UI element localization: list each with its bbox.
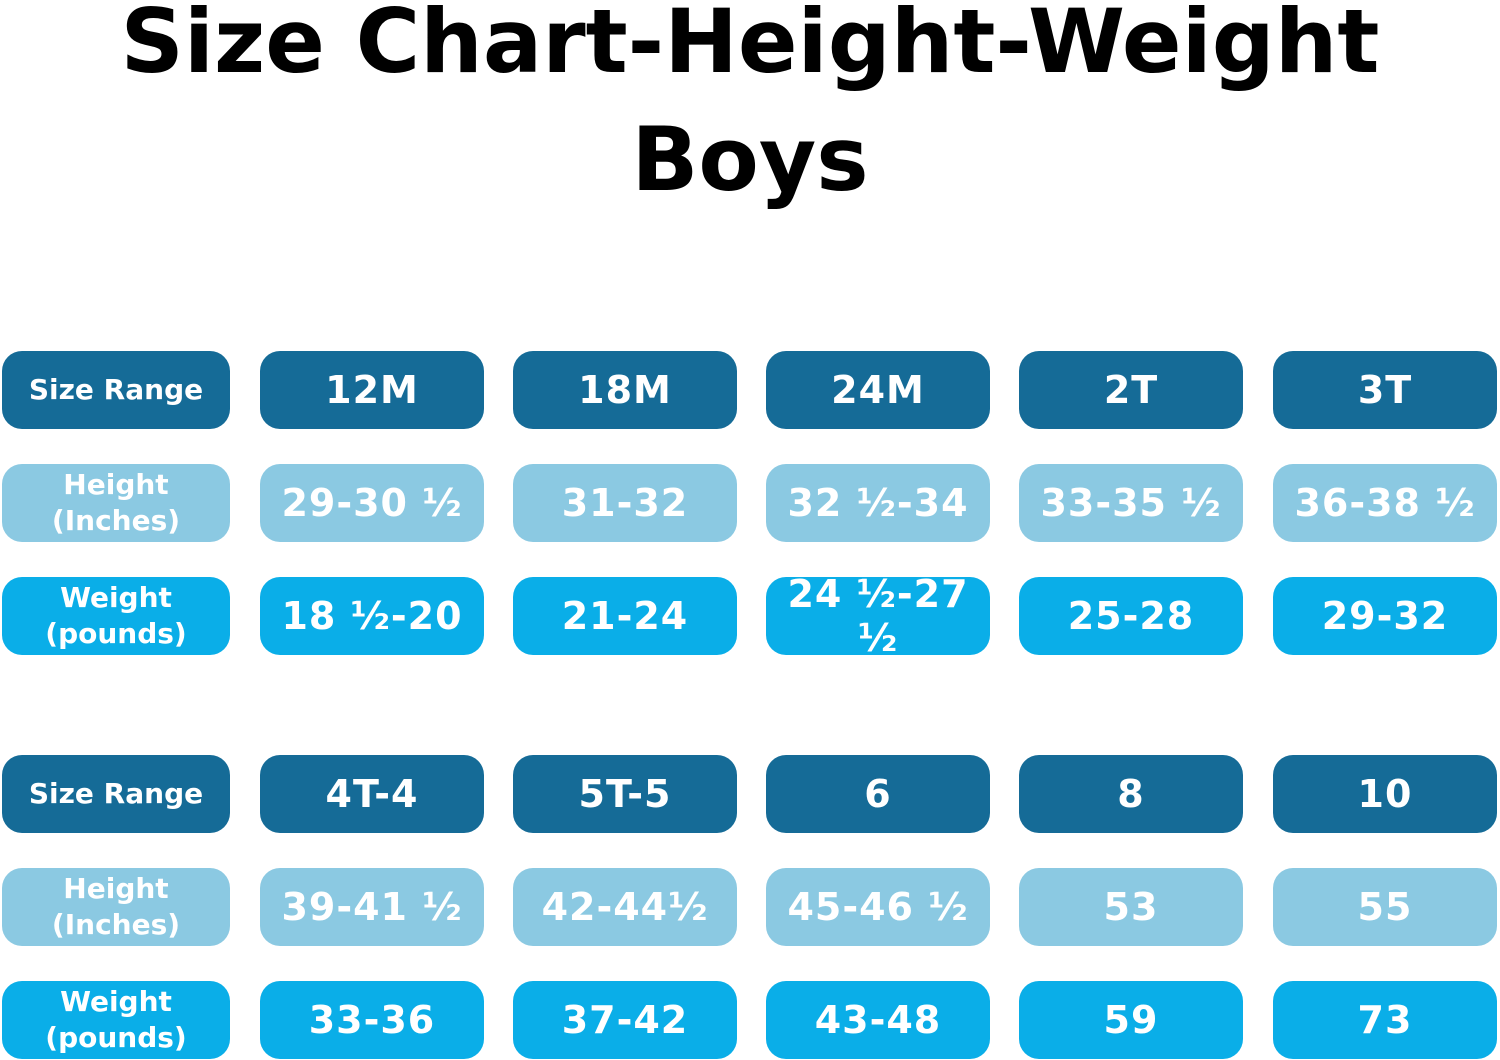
height-cell: 36-38 ½ xyxy=(1273,464,1497,542)
height-cell: 31-32 xyxy=(513,464,737,542)
height-cell: 32 ½-34 xyxy=(766,464,990,542)
size-range-label: Size Range xyxy=(2,351,230,429)
weight-cell: 37-42 xyxy=(513,981,737,1059)
weight-cell: 73 xyxy=(1273,981,1497,1059)
height-cell: 45-46 ½ xyxy=(766,868,990,946)
weight-label: Weight (pounds) xyxy=(2,577,230,655)
size-cell: 5T-5 xyxy=(513,755,737,833)
height-row: Height (Inches) 39-41 ½ 42-44½ 45-46 ½ 5… xyxy=(0,868,1500,946)
size-range-label: Size Range xyxy=(2,755,230,833)
height-cell: 55 xyxy=(1273,868,1497,946)
page-title: Size Chart-Height-Weight xyxy=(120,0,1380,93)
weight-cell: 24 ½-27 ½ xyxy=(766,572,990,660)
size-cell: 18M xyxy=(513,351,737,429)
weight-row: Weight (pounds) 18 ½-20 21-24 24 ½-27 ½ … xyxy=(0,572,1500,660)
height-row: Height (Inches) 29-30 ½ 31-32 32 ½-34 33… xyxy=(0,464,1500,542)
size-cell: 2T xyxy=(1019,351,1243,429)
height-cell: 53 xyxy=(1019,868,1243,946)
size-cell: 24M xyxy=(766,351,990,429)
height-cell: 33-35 ½ xyxy=(1019,464,1243,542)
height-label: Height (Inches) xyxy=(2,464,230,542)
size-cell: 3T xyxy=(1273,351,1497,429)
size-range-row: Size Range 12M 18M 24M 2T 3T xyxy=(0,351,1500,429)
height-cell: 29-30 ½ xyxy=(260,464,484,542)
weight-cell: 33-36 xyxy=(260,981,484,1059)
weight-label: Weight (pounds) xyxy=(2,981,230,1059)
size-cell: 10 xyxy=(1273,755,1497,833)
height-cell: 39-41 ½ xyxy=(260,868,484,946)
height-label: Height (Inches) xyxy=(2,868,230,946)
size-cell: 4T-4 xyxy=(260,755,484,833)
weight-cell: 59 xyxy=(1019,981,1243,1059)
height-cell: 42-44½ xyxy=(513,868,737,946)
weight-cell: 21-24 xyxy=(513,577,737,655)
weight-cell: 18 ½-20 xyxy=(260,577,484,655)
size-cell: 6 xyxy=(766,755,990,833)
size-cell: 8 xyxy=(1019,755,1243,833)
weight-cell: 25-28 xyxy=(1019,577,1243,655)
page-subtitle: Boys xyxy=(631,108,869,211)
size-range-row: Size Range 4T-4 5T-5 6 8 10 xyxy=(0,755,1500,833)
size-cell: 12M xyxy=(260,351,484,429)
weight-row: Weight (pounds) 33-36 37-42 43-48 59 73 xyxy=(0,981,1500,1059)
weight-cell: 43-48 xyxy=(766,981,990,1059)
weight-cell: 29-32 xyxy=(1273,577,1497,655)
